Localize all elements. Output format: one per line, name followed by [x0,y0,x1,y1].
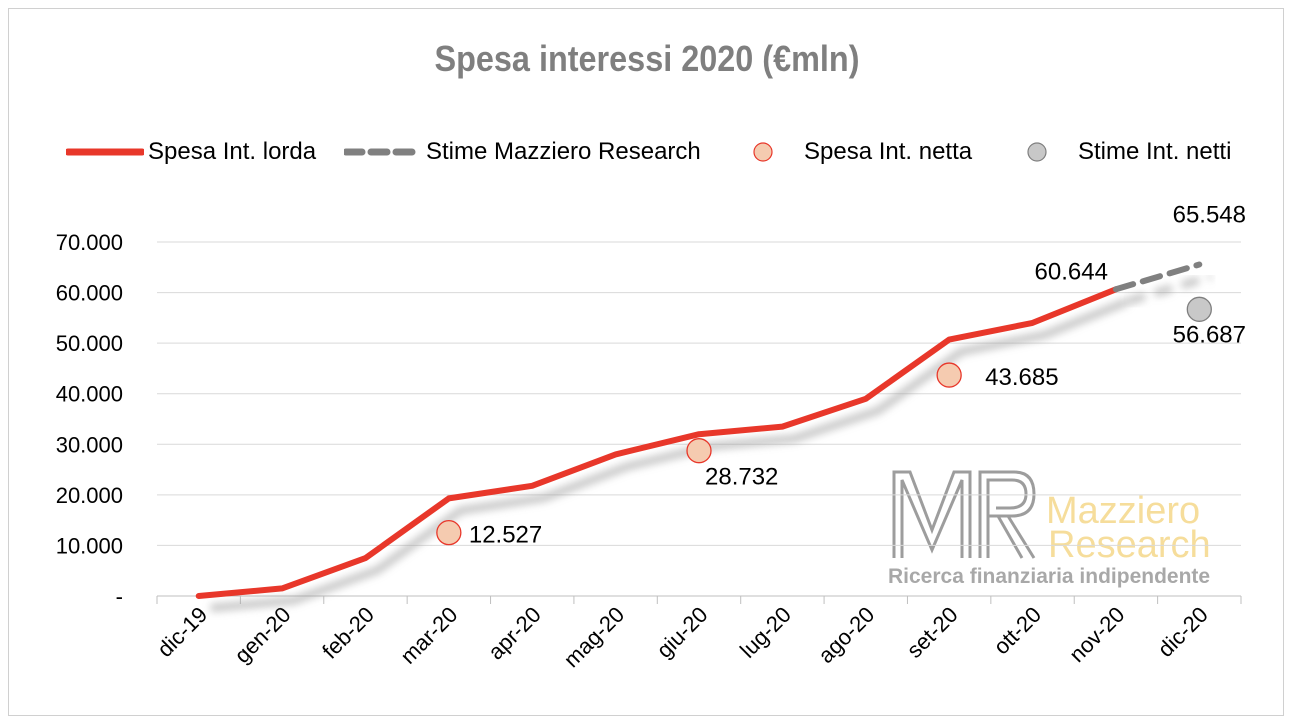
data-label: 65.548 [1173,202,1246,229]
watermark-word-1: Mazziero [1046,490,1201,532]
chart-title: Spesa interessi 2020 (€mln) [434,38,860,79]
x-tick-label: dic-20 [1153,602,1213,662]
data-point-marker [436,519,462,546]
legend-label-net-estimates: Stime Int. netti [1078,138,1232,165]
y-tick-label: 70.000 [56,230,123,255]
x-tick-label: dic-19 [152,602,212,662]
data-label: 43.685 [985,364,1058,391]
x-tick-label: lug-20 [735,602,796,663]
legend-swatch-net-estimates-marker [1027,142,1047,162]
legend-swatch-net-marker [753,142,773,162]
x-tick-label: apr-20 [483,602,546,665]
gross-line [195,286,1119,599]
y-tick-label: 50.000 [56,331,123,356]
data-label: 12.527 [469,522,542,549]
x-tick-label: giu-20 [652,602,713,663]
x-tick-label: nov-20 [1064,602,1129,667]
x-tick-label: ago-20 [813,602,879,668]
x-tick-label: ott-20 [989,602,1046,659]
legend-label-estimates: Stime Mazziero Research [426,138,701,165]
y-tick-label: 40.000 [56,382,123,407]
data-label: 28.732 [705,464,778,491]
y-tick-label: 10.000 [56,533,123,558]
data-point-marker [1186,296,1212,322]
data-label: 56.687 [1173,321,1246,348]
estimates-line [1112,261,1203,293]
mr-monogram-icon [892,470,1036,559]
legend-item-estimates: Stime Mazziero Research [344,134,701,170]
x-tick-label: set-20 [902,602,963,663]
y-tick-label: 30.000 [56,432,123,457]
data-point-marker [936,362,962,388]
legend-item-net: Spesa Int. netta [750,134,972,170]
data-point-marker [686,438,712,464]
x-tick-label: mar-20 [395,602,462,669]
series-shadow [1126,272,1213,306]
chart-frame [8,8,1284,716]
series-shadow [210,297,1130,612]
y-tick-label: 20.000 [56,483,123,508]
legend-item-net-estimates: Stime Int. netti [1024,134,1231,170]
legend-item-gross: Spesa Int. lorda [66,134,316,170]
y-tick-label: 60.000 [56,281,123,306]
legend: Spesa Int. lorda Stime Mazziero Research… [0,134,1294,170]
data-label: 60.644 [1035,258,1108,285]
legend-swatch-gross-line [66,148,144,156]
watermark-tagline: Ricerca finanziaria indipendente [888,565,1211,588]
x-tick-label: gen-20 [229,602,295,668]
legend-label-gross: Spesa Int. lorda [148,138,317,165]
y-tick-label: - [116,584,123,609]
legend-label-net: Spesa Int. netta [804,138,973,165]
x-tick-label: feb-20 [317,602,379,664]
x-tick-label: mag-20 [559,602,629,672]
legend-swatch-estimates-line [344,148,422,156]
